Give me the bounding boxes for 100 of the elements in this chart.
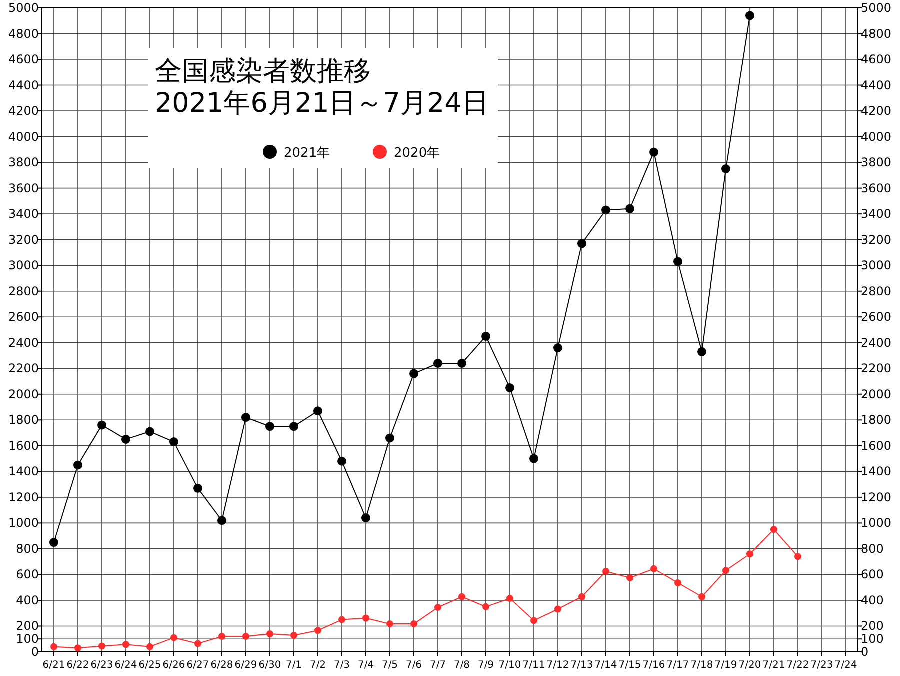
point [626, 204, 634, 214]
point [698, 347, 706, 356]
x-tick-label: 7/23 [810, 660, 834, 671]
x-tick-label: 7/2 [310, 660, 326, 671]
y2-tick-label: 3400 [861, 207, 892, 222]
point [146, 643, 154, 650]
x-tick-label: 7/14 [594, 660, 618, 671]
point [458, 358, 466, 368]
point [770, 526, 778, 534]
point [194, 484, 202, 493]
y2-tick-label: 4200 [861, 104, 892, 118]
x-tick-label: 7/16 [642, 660, 666, 671]
x-tick-label: 7/5 [382, 660, 398, 671]
x-tick-label: 6/21 [42, 660, 66, 671]
point [314, 406, 322, 416]
y-tick-label: 0 [31, 645, 39, 659]
point [434, 358, 442, 368]
point [482, 603, 490, 610]
y2-tick-label: 1600 [861, 438, 892, 453]
point [794, 553, 802, 560]
y2-tick-label: 1800 [861, 413, 892, 428]
y2-tick-label: 3600 [861, 181, 892, 196]
x-tick-label: 6/30 [258, 660, 282, 671]
y2-tick-label: 5000 [861, 1, 892, 15]
point [578, 593, 586, 600]
point [74, 644, 82, 652]
point [314, 627, 322, 634]
point [482, 332, 490, 341]
y2-tick-label: 800 [861, 542, 884, 556]
y2-tick-label: 3200 [861, 232, 892, 247]
point [122, 434, 130, 444]
point [146, 427, 154, 436]
y-tick-label: 400 [16, 593, 39, 608]
x-tick-label: 6/29 [234, 660, 258, 671]
point [746, 11, 754, 20]
point [650, 148, 658, 157]
point [650, 565, 658, 572]
point [722, 164, 730, 174]
y2-tick-label: 2800 [861, 284, 892, 298]
point [194, 640, 202, 648]
x-tick-label: 7/20 [738, 660, 762, 671]
y-tick-label: 2200 [8, 362, 39, 376]
y-tick-label: 3400 [8, 207, 39, 222]
x-tick-label: 7/12 [546, 660, 570, 671]
y2-tick-label: 200 [861, 619, 884, 634]
y2-tick-label: 4800 [861, 26, 892, 41]
x-tick-label: 7/13 [570, 660, 594, 671]
point [530, 454, 538, 464]
point [722, 567, 730, 574]
y2-tick-label: 4400 [861, 78, 892, 92]
point [554, 344, 562, 353]
y2-tick-label: 3800 [861, 156, 892, 170]
point [698, 593, 706, 600]
point [50, 643, 58, 650]
y2-tick-label: 100 [861, 632, 884, 646]
text: 全国感染者数推移 2021年6月21日～7月24日 [155, 56, 489, 119]
y-tick-label: 1800 [8, 413, 39, 428]
point [674, 579, 682, 586]
x-tick-label: 7/21 [762, 660, 786, 671]
x-tick-label: 7/17 [666, 660, 690, 671]
y-tick-label: 1000 [8, 516, 39, 530]
y-tick-label: 3000 [8, 258, 39, 273]
point [290, 632, 298, 640]
point [506, 595, 514, 602]
y2-tick-label: 0 [861, 645, 869, 659]
y-tick-label: 1200 [8, 490, 39, 504]
x-tick-label: 7/7 [430, 660, 446, 671]
y2-tick-label: 1400 [861, 464, 892, 479]
x-tick-label: 6/26 [162, 660, 186, 671]
point [338, 616, 346, 624]
y-tick-label: 5000 [8, 1, 39, 15]
point [242, 633, 250, 640]
point [218, 516, 226, 526]
point [626, 574, 634, 582]
point [266, 630, 274, 638]
legend-label: 2020年 [394, 146, 440, 161]
x-tick-label: 7/24 [834, 660, 858, 671]
x-tick-label: 7/3 [334, 660, 350, 671]
y2-tick-label: 3000 [861, 258, 892, 273]
x-tick-label: 7/11 [522, 660, 546, 671]
point [578, 239, 586, 248]
point [122, 641, 130, 648]
x-tick-label: 6/24 [114, 660, 138, 671]
y2-tick-label: 1000 [861, 516, 892, 530]
y-tick-label: 200 [16, 619, 39, 634]
y-tick-label: 2000 [8, 387, 39, 402]
point [458, 593, 466, 600]
y-tick-label: 1600 [8, 438, 39, 453]
point [530, 617, 538, 624]
point [362, 514, 370, 523]
point [602, 568, 610, 575]
y-tick-label: 4200 [8, 104, 39, 118]
y-tick-label: 600 [16, 568, 39, 582]
y2-tick-label: 2400 [861, 336, 892, 350]
x-tick-label: 7/1 [286, 660, 302, 671]
x-tick-label: 7/9 [478, 660, 494, 671]
y-tick-label: 2600 [8, 310, 39, 324]
y-tick-label: 100 [16, 632, 39, 646]
y-tick-label: 800 [16, 542, 39, 556]
x-tick-label: 7/18 [690, 660, 714, 671]
